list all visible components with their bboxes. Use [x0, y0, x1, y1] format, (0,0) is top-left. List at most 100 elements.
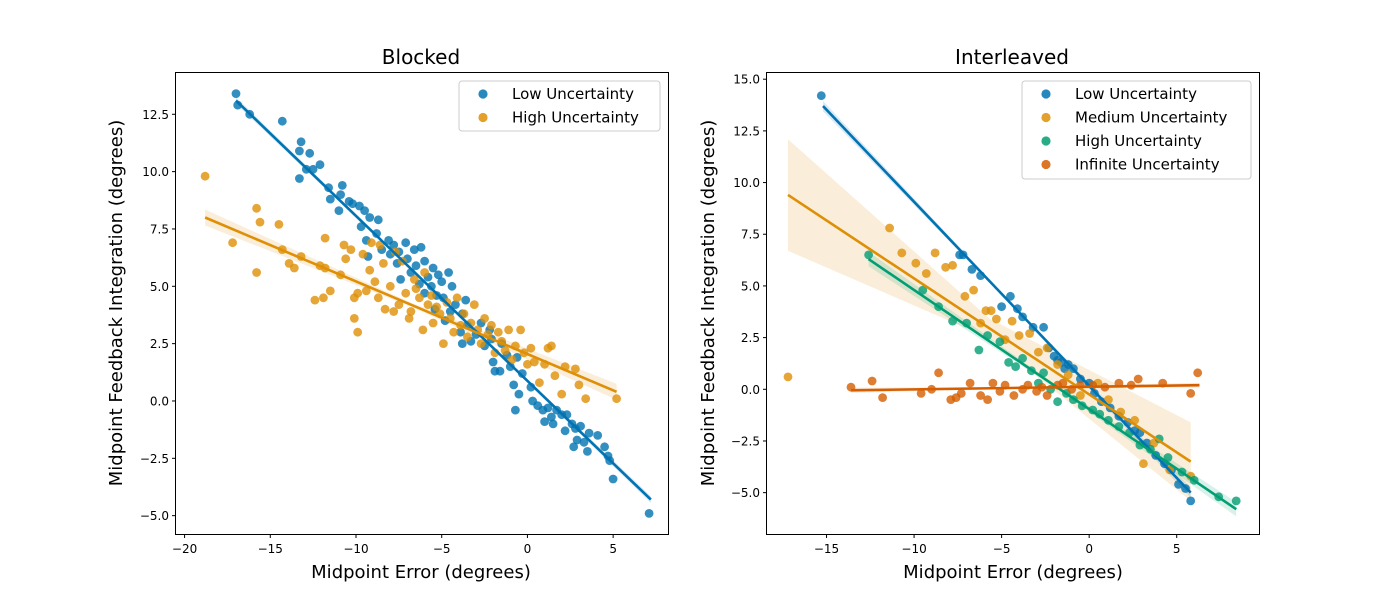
scatter-point: [526, 343, 536, 353]
scatter-point: [1231, 496, 1241, 506]
y-tick-label: 12.5: [142, 108, 169, 122]
x-axis-ticks: −20 −15 −10 −5 0 5: [172, 534, 617, 556]
scatter-point: [529, 357, 539, 367]
scatter-point: [365, 213, 375, 222]
scatter-point: [444, 268, 453, 277]
x-tick-label: −10: [901, 542, 926, 556]
scatter-point: [1018, 353, 1027, 363]
legend-label: Low Uncertainty: [1075, 85, 1197, 103]
scatter-point: [1193, 368, 1203, 378]
scatter-point: [401, 288, 411, 298]
scatter-point: [411, 284, 421, 293]
scatter-point: [476, 339, 486, 348]
scatter-point: [911, 258, 921, 268]
scatter-point: [401, 238, 411, 248]
regression-line: [235, 99, 652, 501]
scatter-point: [1004, 358, 1013, 367]
scatter-point: [341, 254, 351, 264]
scatter-point: [296, 137, 306, 147]
y-tick-label: 5.0: [741, 279, 760, 293]
scatter-point: [451, 300, 460, 309]
scatter-point: [644, 509, 654, 518]
scatter-point: [583, 447, 592, 456]
scatter-point: [547, 341, 556, 351]
y-axis-ticks: −5.0 −2.5 0.0 2.5 5.0 7.5 10.0 12.5 15.0: [731, 73, 767, 500]
scatter-point: [353, 327, 363, 337]
y-tick-label: −2.5: [140, 452, 169, 466]
scatter-point: [415, 293, 424, 303]
scatter-point: [1133, 374, 1143, 384]
regression-line: [851, 383, 1200, 392]
scatter-point: [427, 281, 436, 291]
scatter-point: [411, 261, 421, 271]
scatter-point: [550, 371, 560, 381]
scatter-point: [469, 300, 479, 309]
scatter-point: [983, 395, 992, 404]
legend-marker: [478, 112, 488, 123]
scatter-point: [921, 269, 931, 278]
y-tick-label: 7.5: [150, 222, 169, 236]
scatter-point: [452, 293, 462, 303]
scatter-point: [433, 270, 443, 280]
scatter-point: [934, 368, 943, 378]
scatter-point: [365, 265, 375, 275]
scatter-point: [334, 206, 344, 216]
legend-marker: [478, 89, 488, 99]
scatter-point: [948, 260, 957, 270]
scatter-point: [557, 389, 567, 399]
scatter-point: [295, 146, 304, 156]
scatter-point: [487, 320, 496, 330]
scatter-point: [1009, 391, 1019, 400]
scatter-point: [200, 171, 210, 181]
legend-label: High Uncertainty: [1075, 132, 1202, 150]
scatter-point: [396, 275, 405, 284]
scatter-point: [370, 277, 380, 287]
scatter-point: [389, 307, 399, 316]
x-tick-label: 5: [1173, 542, 1181, 556]
scatter-point: [319, 293, 328, 303]
scatter-point: [579, 437, 589, 447]
scatter-point: [956, 389, 966, 398]
scatter-point: [367, 238, 376, 248]
scatter-point: [447, 281, 457, 291]
legend: Low Uncertainty High Uncertainty: [458, 80, 661, 132]
legend-box: [1021, 80, 1252, 180]
x-tick-label: −10: [343, 542, 368, 556]
scatter-point: [930, 248, 940, 258]
scatter-point: [1139, 459, 1148, 469]
scatter-point: [449, 327, 459, 337]
panel-title: Interleaved: [955, 45, 1069, 69]
scatter-point: [581, 394, 591, 404]
scatter-point: [960, 291, 970, 301]
scatter-point: [372, 229, 381, 238]
scatter-point: [274, 220, 284, 229]
scatter-point: [514, 389, 524, 399]
x-axis-label: Midpoint Error (degrees): [903, 562, 1123, 583]
scatter-point: [358, 249, 368, 259]
scatter-point: [439, 339, 448, 348]
panel-title: Blocked: [382, 45, 460, 69]
scatter-point: [305, 148, 315, 158]
scatter-point: [593, 431, 603, 440]
scatter-point: [1007, 316, 1017, 326]
x-tick-label: 0: [524, 542, 532, 556]
scatter-point: [1163, 453, 1173, 462]
scatter-point: [348, 199, 357, 209]
y-tick-label: 2.5: [150, 337, 169, 351]
scatter-point: [493, 327, 503, 337]
scatter-point: [505, 362, 515, 371]
regression-line: [787, 193, 1192, 463]
scatter-point: [420, 268, 429, 277]
scatter-point: [965, 378, 975, 388]
plot-frame: [175, 72, 669, 535]
scatter-point: [437, 277, 447, 287]
scatter-point: [325, 286, 335, 296]
scatter-point: [612, 394, 621, 404]
scatter-point: [231, 89, 241, 98]
x-tick-label: −5: [433, 542, 451, 556]
scatter-point: [277, 116, 287, 126]
scatter-point: [969, 285, 978, 295]
scatter-point: [324, 183, 333, 193]
scatter-point: [504, 325, 513, 335]
